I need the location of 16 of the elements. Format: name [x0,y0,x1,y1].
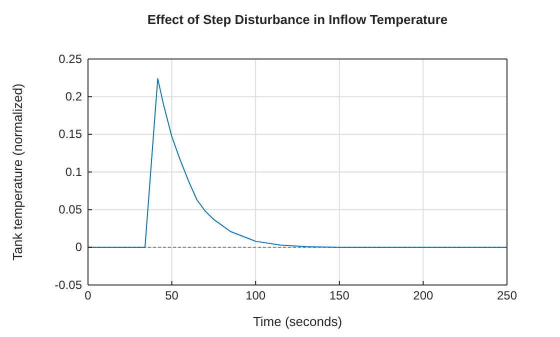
x-tick-label: 150 [329,288,350,303]
y-axis-title: Tank temperature (normalized) [10,83,25,261]
x-axis-title: Time (seconds) [252,314,342,329]
chart-title: Effect of Step Disturbance in Inflow Temperature [147,12,448,27]
y-tick-label: 0.2 [65,90,82,104]
x-tick-label: 200 [413,288,434,303]
x-tick-label: 100 [246,288,266,303]
x-tick-label: 50 [165,288,179,303]
y-tick-label: -0.05 [54,278,82,292]
y-tick-label: 0.25 [58,52,82,66]
y-tick-label: 0.05 [58,202,82,217]
x-tick-label: 0 [84,288,92,303]
y-tick-label: 0.1 [65,164,82,179]
y-tick-label: 0.15 [58,127,82,142]
y-tick-label: 0 [75,240,82,254]
x-tick-label: 250 [496,288,518,303]
